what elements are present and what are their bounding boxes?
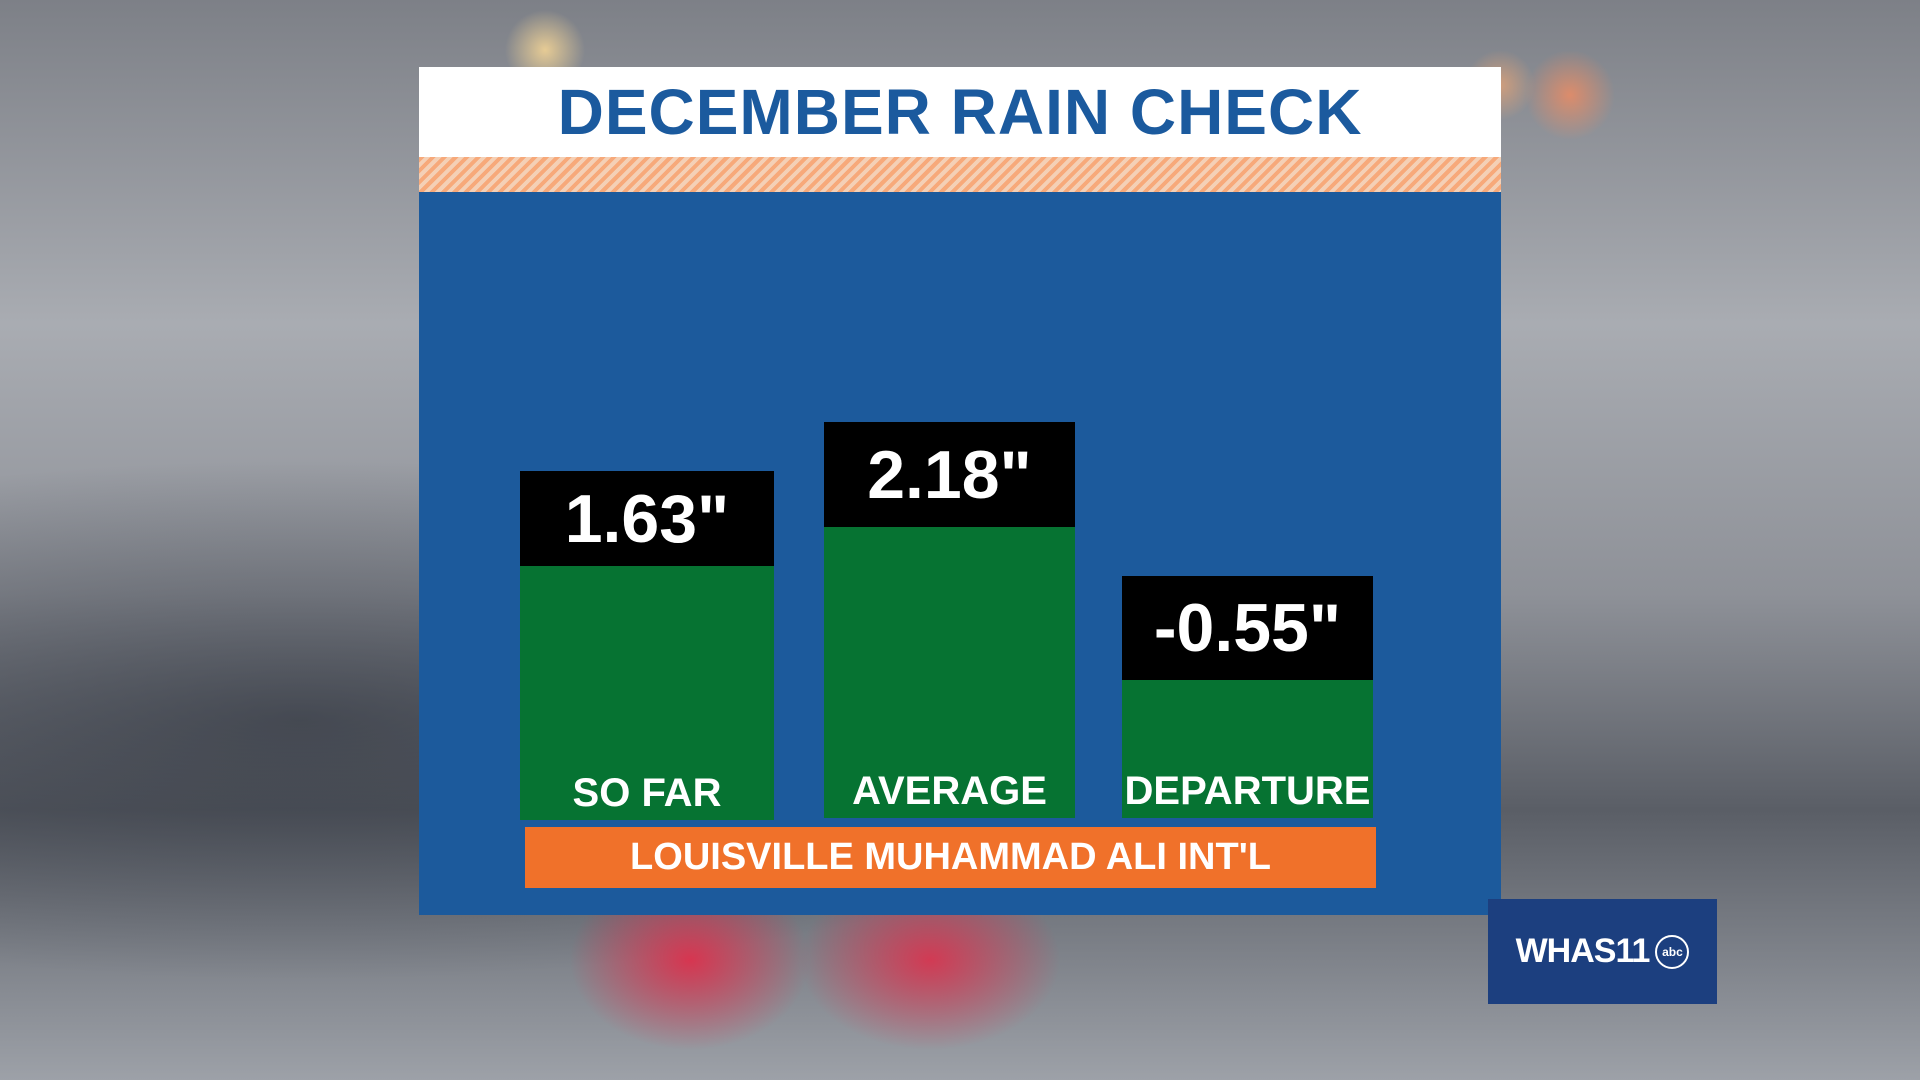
bar-value: 1.63" — [520, 471, 774, 566]
network-badge: abc — [1655, 934, 1690, 969]
location-banner: LOUISVILLE MUHAMMAD ALI INT'L — [525, 827, 1376, 888]
bar-value: -0.55" — [1122, 576, 1373, 680]
title: DECEMBER RAIN CHECK — [557, 76, 1363, 148]
bar-fill — [824, 527, 1075, 818]
graphic-panel: DECEMBER RAIN CHECK 1.63" SO FAR 2.18" A… — [419, 67, 1501, 915]
station-logo: WHAS11 abc — [1488, 899, 1717, 1004]
bar-fill — [1122, 680, 1373, 818]
bar-label: SO FAR — [572, 771, 722, 815]
bar-label: AVERAGE — [852, 769, 1047, 813]
title-box: DECEMBER RAIN CHECK — [419, 67, 1501, 157]
bar-average: 2.18" AVERAGE — [824, 422, 1075, 818]
hatch-band — [419, 157, 1501, 192]
bar-fill — [520, 566, 774, 820]
logo-text: WHAS11 — [1515, 932, 1651, 970]
bar-label: DEPARTURE — [1124, 769, 1371, 813]
bar-departure: -0.55" DEPARTURE — [1122, 576, 1373, 818]
bar-value: 2.18" — [824, 422, 1075, 527]
bar-so-far: 1.63" SO FAR — [520, 471, 774, 820]
